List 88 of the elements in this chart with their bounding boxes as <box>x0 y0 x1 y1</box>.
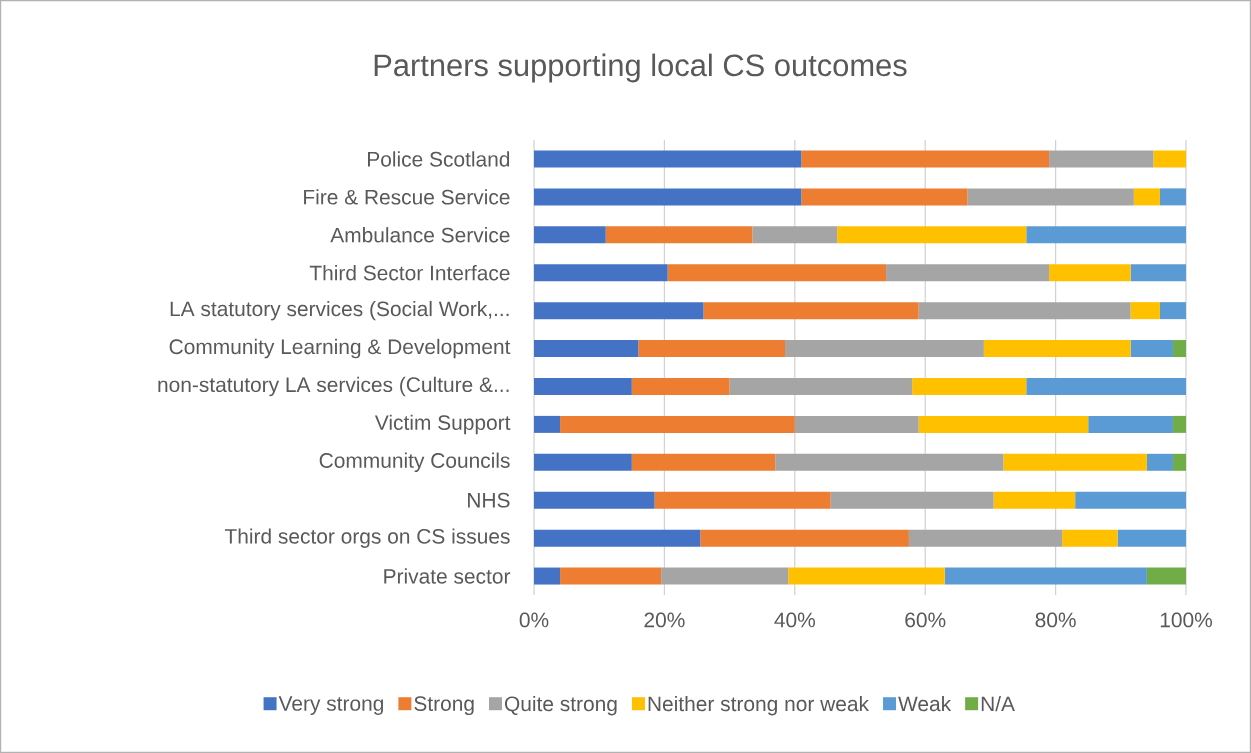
y-tick-label: non-statutory LA services (Culture &... <box>158 376 509 397</box>
bar <box>801 150 1050 168</box>
bar <box>983 340 1131 358</box>
bar <box>908 529 1063 547</box>
bar <box>1159 188 1187 206</box>
x-tick-label: 100% <box>1160 612 1213 628</box>
y-tick-label: Community Learning & Development <box>169 338 511 359</box>
bar <box>661 567 789 585</box>
bar <box>801 188 968 206</box>
bar <box>1172 453 1187 471</box>
bar <box>560 415 795 433</box>
bar <box>993 491 1076 509</box>
bar <box>703 302 919 320</box>
bar <box>534 377 632 395</box>
bar <box>1133 188 1160 206</box>
bar <box>967 188 1134 206</box>
x-tick-label: 40% <box>774 612 815 628</box>
bar <box>794 415 919 433</box>
bar <box>1130 340 1173 358</box>
y-tick-label: Victim Support <box>374 414 511 435</box>
bar <box>886 264 1050 282</box>
bar <box>1026 226 1187 244</box>
bar <box>1003 453 1147 471</box>
bar <box>1049 150 1154 168</box>
y-tick-label: Third sector orgs on CS issues <box>224 528 510 548</box>
bar <box>631 453 776 471</box>
bar <box>560 567 662 585</box>
bar <box>534 302 704 320</box>
bar <box>918 415 1089 433</box>
bar <box>1146 453 1173 471</box>
bar <box>918 302 1131 320</box>
x-tick-label: 60% <box>905 612 946 628</box>
bar <box>1172 340 1187 358</box>
bar <box>1146 567 1187 585</box>
y-tick-label: LA statutory services (Social Work,... <box>170 300 509 321</box>
bar <box>1088 415 1173 433</box>
legend-label: Strong <box>414 696 474 716</box>
bar <box>775 453 1004 471</box>
bar <box>1172 415 1187 433</box>
x-tick-label: 20% <box>644 612 685 628</box>
bar <box>654 491 831 509</box>
bar <box>534 453 632 471</box>
bar <box>700 529 909 547</box>
legend-label: Weak <box>898 695 952 712</box>
bar <box>1159 302 1187 320</box>
bar <box>534 340 639 358</box>
legend-label: Very strong <box>278 696 384 716</box>
y-tick-label: Ambulance Service <box>330 227 510 243</box>
bar <box>667 264 887 282</box>
bar <box>534 529 701 547</box>
bar <box>1130 302 1160 320</box>
bar <box>830 491 994 509</box>
bar <box>837 226 1027 244</box>
legend-label: Quite strong <box>504 695 617 716</box>
chart-title: Partners supporting local CS outcomes <box>374 53 907 83</box>
bar <box>912 377 1027 395</box>
bar <box>1153 150 1187 168</box>
bar <box>788 567 945 585</box>
bar <box>1130 264 1187 282</box>
y-tick-label: Police Scotland <box>367 151 510 167</box>
bar <box>1062 529 1118 547</box>
y-tick-label: NHS <box>468 492 510 508</box>
x-tick-label: 0% <box>519 612 549 628</box>
bar <box>1026 377 1187 395</box>
bar <box>534 150 802 168</box>
bar <box>534 567 561 585</box>
bar <box>785 340 984 358</box>
bar <box>631 377 730 395</box>
bar <box>729 377 913 395</box>
bar <box>752 226 838 244</box>
bar <box>534 415 561 433</box>
y-tick-label: Third Sector Interface <box>309 265 510 281</box>
bar <box>1117 529 1187 547</box>
y-tick-label: Private sector <box>384 568 511 584</box>
bar <box>638 340 786 358</box>
bar <box>534 491 655 509</box>
bar <box>534 188 802 206</box>
legend-label: Neither strong nor weak <box>648 695 870 716</box>
y-tick-label: Fire & Rescue Service <box>304 189 510 205</box>
legend-label: N/A <box>981 695 1015 712</box>
x-tick-label: 80% <box>1035 612 1076 628</box>
bar <box>605 226 753 244</box>
bar <box>534 264 668 282</box>
bar <box>1049 264 1131 282</box>
y-tick-label: Community Councils <box>319 452 510 473</box>
bar <box>1075 491 1187 509</box>
bar <box>944 567 1147 585</box>
bar <box>534 226 606 244</box>
